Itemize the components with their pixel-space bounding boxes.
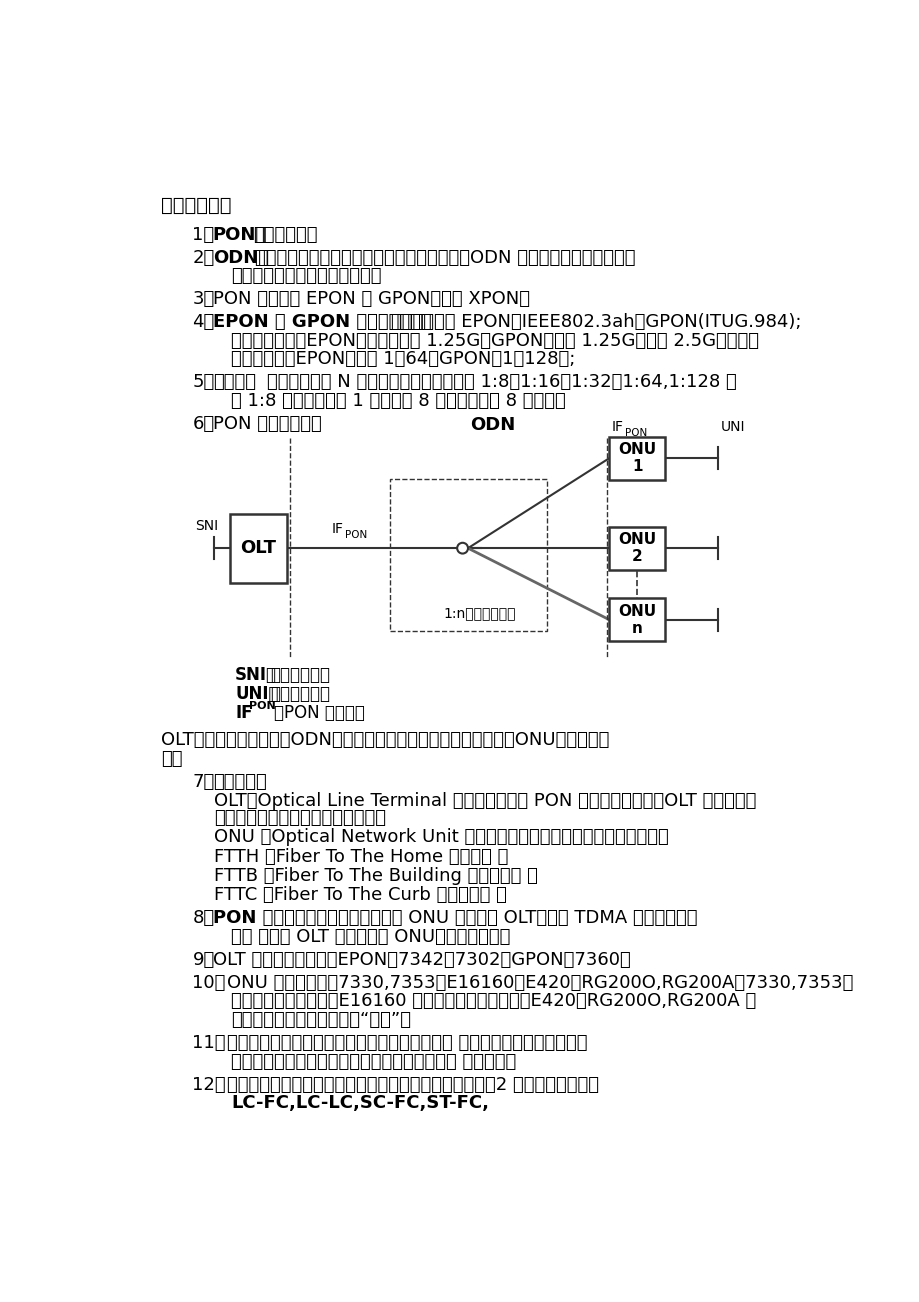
Text: 一、相关概念: 一、相关概念 — [162, 197, 232, 215]
Text: 1、: 1、 — [192, 225, 214, 243]
Text: 2、: 2、 — [192, 249, 214, 267]
Text: UNI：: UNI： — [235, 685, 278, 703]
Text: FTTC ：Fiber To The Curb 光纤到路边 。: FTTC ：Fiber To The Curb 光纤到路边 。 — [214, 887, 506, 904]
Text: 将一路光分成 N 路光的无源器件。通常有 1:8，1:16，1:32，1:64,1:128 。: 将一路光分成 N 路光的无源器件。通常有 1:8，1:16，1:32，1:64,… — [267, 374, 736, 392]
Text: PON：: PON： — [212, 225, 267, 243]
Text: ONU ：Optical Network Unit 光网络单元。放在用户侧，接入用户终端。: ONU ：Optical Network Unit 光网络单元。放在用户侧，接入… — [214, 828, 668, 846]
Text: IF: IF — [235, 704, 253, 723]
Text: 上行（数据从 ONU 测上传到 OLT）采用 TDMA 时分复用，下: 上行（数据从 ONU 测上传到 OLT）采用 TDMA 时分复用，下 — [338, 909, 697, 927]
Bar — [608, 526, 664, 570]
Text: EPON 和 GPON 的主要区别有：: EPON 和 GPON 的主要区别有： — [212, 314, 431, 331]
Text: 分光比不同：EPON（最多 1：64）GPON（1：128）;: 分光比不同：EPON（最多 1：64）GPON（1：128）; — [231, 350, 575, 368]
Text: PON 的网络结构：: PON 的网络结构： — [212, 415, 321, 434]
Text: 1:n无源光分路器: 1:n无源光分路器 — [443, 605, 516, 620]
Text: 光纤：分为单模和双模。光纤头是一对，就是一根光纤有2 个头。主要分为：: 光纤：分为单模和双模。光纤头是一对，就是一根光纤有2 个头。主要分为： — [226, 1075, 598, 1094]
Text: 要安装在用户家里，相当于“光猫”。: 要安装在用户家里，相当于“光猫”。 — [231, 1010, 411, 1029]
Text: 8、: 8、 — [192, 909, 214, 927]
Text: FTTB ：Fiber To The Building 光纤到大楼 。: FTTB ：Fiber To The Building 光纤到大楼 。 — [214, 867, 538, 885]
Text: 4、: 4、 — [192, 314, 214, 331]
Text: UNI: UNI — [720, 421, 744, 434]
Text: 7、: 7、 — [192, 773, 214, 792]
Text: 9、: 9、 — [192, 950, 214, 969]
Text: 3、: 3、 — [192, 290, 214, 309]
Text: 件组成，不需要电源为其供电。: 件组成，不需要电源为其供电。 — [231, 267, 381, 285]
Bar — [230, 513, 287, 583]
Text: ONU
1: ONU 1 — [618, 441, 655, 474]
Text: OLT 设备常用型号有：EPON（7342、7302）GPON（7360）: OLT 设备常用型号有：EPON（7342、7302）GPON（7360） — [212, 950, 630, 969]
Text: FTTH ：Fiber To The Home 光纤到户 。: FTTH ：Fiber To The Home 光纤到户 。 — [214, 848, 508, 866]
Text: ODN: ODN — [470, 417, 516, 434]
Text: SNI：: SNI： — [235, 667, 277, 684]
Text: 行（ 数据从 OLT 测向下传到 ONU）采用广播式。: 行（ 数据从 OLT 测向下传到 ONU）采用广播式。 — [231, 928, 510, 945]
Text: 上，实现同时上网，打电话，看电视。速度快， 使用方便。: 上，实现同时上网，打电话，看电视。速度快， 使用方便。 — [231, 1052, 516, 1070]
Text: IF: IF — [332, 522, 344, 536]
Text: OLT（机房终端设备），ODN（光分配单元，包括光纤和分光器），ONU（用户端设: OLT（机房终端设备），ODN（光分配单元，包括光纤和分光器），ONU（用户端设 — [162, 732, 609, 750]
Text: 专业术语：: 专业术语： — [212, 773, 267, 792]
Text: 理中心，实现网络管理的主要功能。: 理中心，实现网络管理的主要功能。 — [214, 810, 386, 827]
Text: PON: PON — [249, 702, 276, 711]
Text: OLT：Optical Line Terminal 光线路终端。在 PON 的统一管理方面，OLT 是主要的管: OLT：Optical Line Terminal 光线路终端。在 PON 的统… — [214, 792, 755, 810]
Text: LC-FC,LC-LC,SC-FC,ST-FC,: LC-FC,LC-LC,SC-FC,ST-FC, — [231, 1094, 489, 1112]
Text: PON 数据传输原理：: PON 数据传输原理： — [212, 909, 337, 927]
Text: ONU 设备主要有：7330,7353，E16160，E420，RG200O,RG200A。7330,7353，: ONU 设备主要有：7330,7353，E16160，E420，RG200O,R… — [226, 974, 852, 992]
Text: 分光器：: 分光器： — [212, 374, 255, 392]
Text: SNI: SNI — [195, 518, 218, 533]
Text: PON: PON — [624, 428, 646, 437]
Text: 12、: 12、 — [192, 1075, 226, 1094]
Bar — [608, 598, 664, 642]
Text: 10、: 10、 — [192, 974, 226, 992]
Text: ONU
2: ONU 2 — [618, 533, 655, 564]
Text: 光分配网，不含有任何电子器件及电子电源，ODN 全部由光分路器等无源器: 光分配网，不含有任何电子器件及电子电源，ODN 全部由光分路器等无源器 — [255, 249, 635, 267]
Text: 主要安装在室外机柜，E16160 安装在小区单元楼道内，E420，RG200O,RG200A 主: 主要安装在室外机柜，E16160 安装在小区单元楼道内，E420，RG200O,… — [231, 992, 755, 1010]
Text: ONU
n: ONU n — [618, 604, 655, 635]
Text: 业务节点接口: 业务节点接口 — [269, 667, 330, 684]
Text: 传输速率不同：EPON（上下行均为 1.25G）GPON（上行 1.25G，下行 2.5G）；下挂: 传输速率不同：EPON（上下行均为 1.25G）GPON（上行 1.25G，下行… — [231, 332, 758, 350]
Text: PON: PON — [345, 530, 367, 540]
Text: 如 1:8 分光器就是讲 1 路光分成 8 路光，可提供 8 条光路。: 如 1:8 分光器就是讲 1 路光分成 8 路光，可提供 8 条光路。 — [231, 392, 565, 410]
Text: ：PON 专用接口: ：PON 专用接口 — [274, 704, 364, 723]
Text: 无源光网络。: 无源光网络。 — [253, 225, 317, 243]
Text: 三网融合：就是讲分散的宽带，电话，网络电视 融合在同一线路同一台设备: 三网融合：就是讲分散的宽带，电话，网络电视 融合在同一线路同一台设备 — [226, 1034, 586, 1052]
Text: 5、: 5、 — [192, 374, 214, 392]
Bar — [608, 436, 664, 479]
Bar — [390, 479, 547, 630]
Text: ODN：: ODN： — [212, 249, 268, 267]
Circle shape — [457, 543, 468, 553]
Text: OLT: OLT — [240, 539, 276, 557]
Text: PON 主要分为 EPON 和 GPON，合称 XPON。: PON 主要分为 EPON 和 GPON，合称 XPON。 — [212, 290, 529, 309]
Text: 6、: 6、 — [192, 415, 214, 434]
Text: 用户网络接口: 用户网络接口 — [269, 685, 330, 703]
Text: 备）: 备） — [162, 750, 183, 768]
Text: 国际标准不同 EPON（IEEE802.3ah）GPON(ITUG.984);: 国际标准不同 EPON（IEEE802.3ah）GPON(ITUG.984); — [391, 314, 800, 331]
Text: 11、: 11、 — [192, 1034, 226, 1052]
Text: IF: IF — [611, 421, 623, 434]
